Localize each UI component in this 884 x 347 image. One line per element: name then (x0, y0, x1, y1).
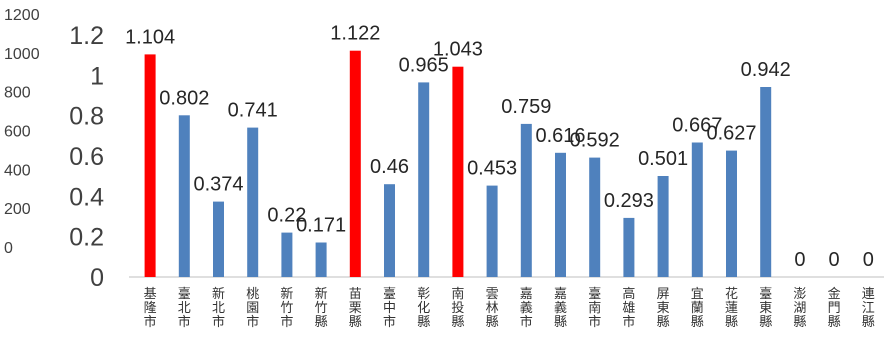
category-label: 屏東縣 (657, 287, 670, 330)
primary-y-axis: 0 0.2 0.4 0.6 0.8 1 1.2 (69, 22, 104, 292)
secondary-y-tick-label: 800 (4, 85, 31, 102)
category-label: 基隆市 (144, 287, 157, 330)
data-label: 0 (794, 249, 805, 271)
bar (726, 150, 737, 277)
data-label: 0.759 (501, 96, 551, 118)
category-label: 雲林縣 (486, 287, 499, 330)
category-label: 臺東縣 (759, 287, 772, 330)
y-tick-label: 1 (90, 62, 104, 90)
bar (144, 54, 156, 278)
data-label: 0.22 (267, 205, 306, 227)
category-label: 苗栗縣 (349, 287, 362, 330)
value-labels-group: 1.104 0.802 0.374 0.741 0.220.171 1.122 0.46 0.… (125, 23, 874, 271)
y-tick-label: 0 (90, 264, 104, 292)
bars-group (144, 50, 772, 278)
category-label: 臺中市 (383, 287, 396, 330)
secondary-y-tick-label: 400 (4, 162, 31, 179)
category-label: 桃園市 (246, 287, 259, 330)
bar (452, 66, 464, 277)
data-label: 1.122 (330, 23, 380, 45)
data-label: 0.592 (570, 130, 620, 152)
category-label: 花蓮縣 (725, 286, 738, 330)
category-label: 連江縣 (862, 287, 875, 330)
category-label: 高雄市 (622, 286, 635, 330)
category-label: 宜蘭縣 (691, 287, 704, 330)
data-label: 0.293 (604, 190, 654, 212)
category-label: 金門縣 (828, 286, 841, 330)
secondary-y-tick-label: 1000 (4, 46, 40, 63)
data-label: 0.616 (535, 125, 585, 147)
category-labels-group: 基隆市 臺北市 新北市 桃園市 新竹市 新竹縣 苗栗縣 臺中市 彰化縣 南投縣 雲林縣 嘉義市 嘉義縣 臺… (144, 286, 875, 330)
bar (555, 152, 566, 277)
category-label: 新竹縣 (315, 286, 328, 330)
data-label: 0.965 (399, 54, 449, 76)
secondary-y-tick-label: 1200 (4, 7, 40, 24)
secondary-y-tick-label: 0 (4, 240, 13, 257)
bar (247, 127, 259, 277)
data-label: 0.501 (638, 148, 688, 170)
bar (589, 157, 601, 277)
data-label: 0 (829, 249, 840, 271)
bar (623, 217, 635, 277)
bar (315, 242, 327, 277)
data-label: 0 (863, 249, 874, 271)
secondary-y-axis: 0 200 400 600 800 1000 1200 (4, 7, 40, 257)
bar (281, 232, 293, 277)
y-tick-label: 0.8 (69, 103, 104, 131)
data-label: 0.171 (296, 215, 346, 237)
y-tick-label: 0.4 (69, 183, 104, 211)
category-label: 南投縣 (451, 286, 464, 330)
data-label: 1.104 (125, 26, 175, 48)
category-label: 澎湖縣 (793, 287, 806, 330)
data-label: 1.043 (433, 39, 483, 61)
category-label: 彰化縣 (417, 286, 430, 330)
bar (691, 142, 703, 277)
bar (486, 185, 498, 277)
y-tick-label: 0.2 (69, 224, 104, 252)
bar (178, 115, 190, 277)
data-label: 0.46 (370, 156, 409, 178)
data-label: 0.942 (741, 59, 791, 81)
secondary-y-tick-label: 600 (4, 124, 31, 141)
category-label: 新北市 (212, 286, 225, 330)
bar (760, 87, 772, 277)
data-label: 0.453 (467, 158, 517, 180)
bar (384, 184, 395, 277)
data-label: 0.802 (159, 87, 209, 109)
category-label: 臺北市 (178, 287, 191, 330)
bar (418, 82, 430, 278)
y-tick-label: 0.6 (69, 143, 104, 171)
bar (657, 176, 669, 277)
category-label: 臺南市 (588, 287, 601, 330)
data-label: 0.667 (672, 115, 722, 137)
bar (520, 123, 532, 278)
bar (213, 201, 224, 277)
secondary-y-tick-label: 200 (4, 201, 31, 218)
bar (349, 50, 361, 278)
data-label: 0.627 (706, 123, 756, 145)
data-label: 0.741 (228, 100, 278, 122)
category-label: 嘉義縣 (554, 287, 567, 330)
y-tick-label: 1.2 (69, 22, 104, 50)
category-label: 新竹市 (280, 286, 293, 330)
category-label: 嘉義市 (520, 287, 533, 330)
data-label: 0.374 (193, 174, 243, 196)
